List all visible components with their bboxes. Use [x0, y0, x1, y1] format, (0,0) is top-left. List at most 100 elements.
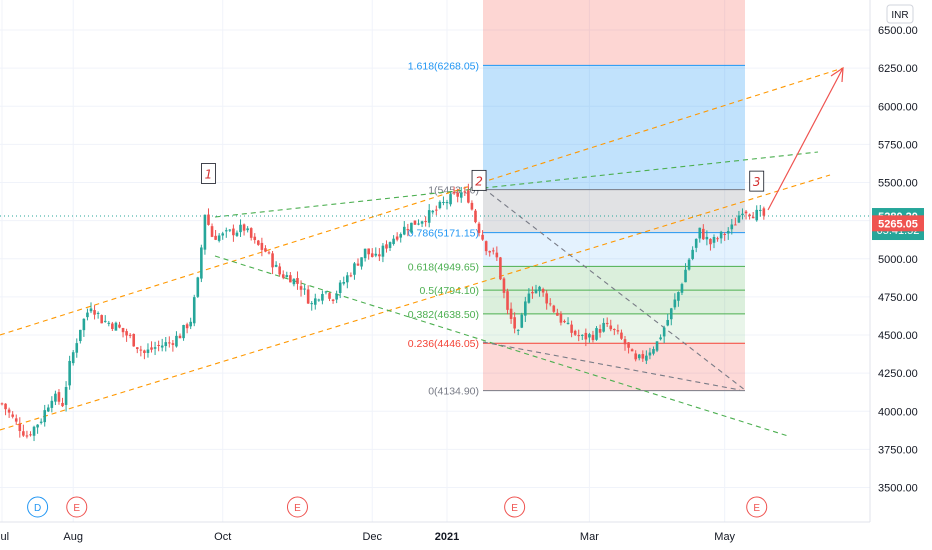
candle-body: [207, 214, 210, 225]
currency-label[interactable]: INR: [886, 4, 914, 24]
candle-body: [573, 330, 577, 335]
grid-lines: [0, 0, 870, 522]
earnings-marker[interactable]: [504, 496, 526, 518]
candle-body: [54, 393, 57, 402]
candle-body: [374, 253, 378, 256]
candle-body: [427, 210, 431, 223]
candle-body: [741, 213, 744, 216]
lower-trend-line: [482, 341, 741, 391]
fibonacci-extension[interactable]: 1.618(6268.05) 1(5453.30) 0.786(5171.15) 0.…: [408, 0, 745, 398]
earnings-marker[interactable]: [746, 496, 768, 518]
candle-body: [278, 266, 281, 275]
candle-body: [146, 349, 150, 354]
candle-body: [175, 335, 178, 347]
wave-box[interactable]: [201, 163, 216, 184]
candle-body: [406, 229, 410, 231]
candle-body: [64, 387, 68, 405]
candle-body: [402, 226, 406, 235]
earnings-marker[interactable]: [286, 496, 308, 518]
candle-body: [338, 282, 342, 294]
candle-body: [378, 254, 381, 257]
candle-body: [637, 354, 641, 359]
candle-body: [349, 275, 353, 277]
fib-zone: [483, 65, 745, 190]
candle-body: [25, 435, 29, 437]
forecast-arrow-head: [830, 66, 844, 83]
candle-body: [531, 291, 534, 294]
candle-body: [381, 245, 385, 257]
candle-body: [39, 421, 43, 423]
candle-body: [509, 308, 513, 319]
candle-body: [491, 250, 495, 252]
candle-body: [121, 327, 125, 333]
candle-body: [200, 247, 203, 279]
price-tick-label: 6000.00: [878, 101, 918, 113]
candle-body: [61, 402, 64, 407]
candle-body: [613, 329, 616, 331]
candle-body: [641, 354, 645, 359]
candle-body: [474, 210, 477, 223]
candle-body: [730, 224, 734, 230]
candle-body: [36, 424, 39, 428]
candle-body: [520, 314, 524, 328]
candle-body: [388, 242, 392, 248]
dividend-marker[interactable]: [27, 496, 49, 518]
candle-body: [118, 324, 121, 328]
candle-body: [634, 353, 637, 360]
candle-body: [566, 322, 570, 325]
candle-body: [57, 392, 61, 402]
candle-body: [399, 234, 403, 238]
candle-body: [723, 234, 726, 236]
candle-body: [331, 299, 335, 302]
candle-body: [481, 234, 484, 240]
price-tick-label: 3500.00: [878, 483, 918, 495]
wave-box[interactable]: [749, 170, 765, 192]
currency-text: INR: [891, 10, 908, 21]
candle-body: [580, 334, 584, 336]
candle-body: [367, 248, 370, 255]
candle-body: [623, 339, 627, 345]
wave-box[interactable]: [471, 169, 487, 191]
time-axis[interactable]: Jul Aug Oct Dec 2021 Mar May: [0, 531, 736, 543]
earnings-marker[interactable]: [66, 496, 88, 518]
price-tick-label: 6500.00: [878, 25, 918, 37]
candle-body: [609, 325, 613, 330]
candle-body: [420, 221, 424, 224]
candle-body: [0, 403, 4, 405]
prev-price-badge: 5265.05: [872, 215, 924, 232]
wave-labels[interactable]: 1 2 3: [201, 163, 765, 192]
candle-body: [114, 322, 118, 331]
candle-body: [135, 347, 139, 350]
fib-zone: [483, 189, 745, 233]
candle-body: [292, 278, 296, 285]
candle-body: [239, 224, 242, 233]
candle-body: [228, 229, 232, 231]
candle-body: [655, 341, 659, 351]
candle-body: [79, 329, 82, 342]
candle-body: [762, 208, 766, 216]
candle-body: [538, 286, 541, 292]
channel-upper-line: [0, 67, 844, 336]
candle-body: [630, 349, 634, 352]
candle-body: [477, 223, 481, 234]
candle-body: [702, 228, 705, 240]
candle-body: [71, 352, 75, 364]
candle-body: [598, 329, 602, 333]
candle-body: [620, 332, 623, 339]
candle-body: [192, 297, 196, 324]
trend-lines[interactable]: [0, 66, 870, 437]
candle-body: [317, 299, 321, 301]
candle-body: [627, 342, 630, 348]
time-tick-label: 2021: [435, 531, 459, 543]
candle-body: [516, 329, 520, 331]
candle-body: [748, 214, 751, 217]
candle-body: [353, 263, 356, 275]
candle-body: [392, 238, 395, 244]
candle-body: [306, 289, 310, 304]
candle-body: [182, 325, 185, 339]
candle-body: [257, 240, 260, 245]
candle-body: [570, 324, 573, 333]
fib-level-label: 0.618(4949.65): [408, 261, 479, 273]
